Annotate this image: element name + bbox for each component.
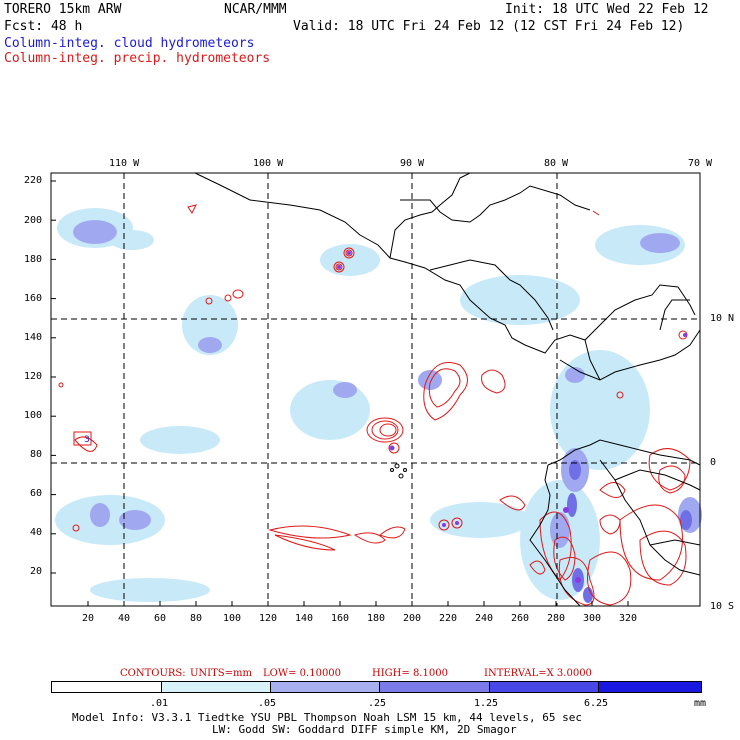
contour-low: LOW= 0.10000 xyxy=(263,668,342,679)
x-tick-label: 240 xyxy=(475,613,494,624)
x-tick-label: 160 xyxy=(331,613,350,624)
colorbar-swatch xyxy=(162,682,271,692)
x-tick-label: 60 xyxy=(154,613,167,624)
y-tick-label: 20 xyxy=(30,566,43,577)
y-tick-label: 40 xyxy=(30,527,43,538)
y-tick-label: 160 xyxy=(24,293,43,304)
contour-units: UNITS=mm xyxy=(190,668,252,679)
lat-label-10n: 10 N xyxy=(710,313,735,324)
x-tick-label: 40 xyxy=(118,613,131,624)
colorbar-label: .01 xyxy=(150,698,169,709)
colorbar-swatch xyxy=(380,682,490,692)
y-tick-label: 140 xyxy=(24,332,43,343)
model-title: TORERO 15km ARW xyxy=(4,2,122,17)
model-info-line2: LW: Godd SW: Goddard DIFF simple KM, 2D … xyxy=(212,723,517,736)
graticule xyxy=(51,173,700,606)
lon-label-80w: 80 W xyxy=(544,158,569,169)
colorbar-swatch xyxy=(271,682,380,692)
x-tick-label: 140 xyxy=(295,613,314,624)
contour-interval: INTERVAL=X 3.0000 xyxy=(484,668,592,679)
colorbar-label: 6.25 xyxy=(584,698,609,709)
x-tick-label: 100 xyxy=(223,613,242,624)
legend-precip: Column-integ. precip. hydrometeors xyxy=(4,51,271,66)
precip-contours xyxy=(58,204,691,606)
cloud-shading-light xyxy=(55,208,685,602)
x-tick-label: 180 xyxy=(367,613,386,624)
colorbar-unit: mm xyxy=(694,698,707,709)
y-tick-label: 120 xyxy=(24,371,43,382)
x-tick-label: 80 xyxy=(190,613,203,624)
x-tick-label: 20 xyxy=(82,613,95,624)
contour-title: CONTOURS: xyxy=(120,668,186,679)
colorbar-swatch xyxy=(52,682,162,692)
y-tick-label: 60 xyxy=(30,488,43,499)
x-tick-label: 320 xyxy=(619,613,638,624)
tick-marks xyxy=(51,180,629,606)
x-tick-label: 120 xyxy=(259,613,278,624)
organization: NCAR/MMM xyxy=(224,2,287,17)
y-tick-label: 200 xyxy=(24,215,43,226)
lat-label-10s: 10 S xyxy=(710,601,735,612)
x-tick-label: 200 xyxy=(403,613,422,624)
y-tick-label: 180 xyxy=(24,254,43,265)
x-tick-label: 300 xyxy=(583,613,602,624)
init-time: Init: 18 UTC Wed 22 Feb 12 xyxy=(505,2,709,17)
x-tick-label: 280 xyxy=(547,613,566,624)
coastlines xyxy=(194,172,701,607)
lon-label-70w: 70 W xyxy=(688,158,713,169)
colorbar-label: 1.25 xyxy=(474,698,499,709)
x-tick-label: 220 xyxy=(439,613,458,624)
map-marker-label: 3 xyxy=(84,435,90,445)
cloud-shading-mid xyxy=(73,220,702,548)
model-info-line1: Model Info: V3.3.1 Tiedtke YSU PBL Thomp… xyxy=(72,711,582,724)
map-marker-box xyxy=(73,431,92,446)
colorbar xyxy=(51,681,702,693)
lat-label-0: 0 xyxy=(710,457,717,468)
lon-label-110w: 110 W xyxy=(109,158,140,169)
x-tick-label: 260 xyxy=(511,613,530,624)
y-tick-label: 100 xyxy=(24,410,43,421)
y-tick-label: 220 xyxy=(24,175,43,186)
precip-cores xyxy=(337,251,687,583)
y-tick-label: 80 xyxy=(30,449,43,460)
lon-label-100w: 100 W xyxy=(253,158,284,169)
valid-time: Valid: 18 UTC Fri 24 Feb 12 (12 CST Fri … xyxy=(293,19,685,34)
colorbar-label: .25 xyxy=(368,698,387,709)
colorbar-label: .05 xyxy=(258,698,277,709)
forecast-hour: Fcst: 48 h xyxy=(4,19,83,34)
colorbar-swatch xyxy=(599,682,701,692)
colorbar-swatch xyxy=(490,682,599,692)
contour-high: HIGH= 8.1000 xyxy=(372,668,448,679)
legend-cloud: Column-integ. cloud hydrometeors xyxy=(4,36,255,51)
lon-label-90w: 90 W xyxy=(400,158,425,169)
